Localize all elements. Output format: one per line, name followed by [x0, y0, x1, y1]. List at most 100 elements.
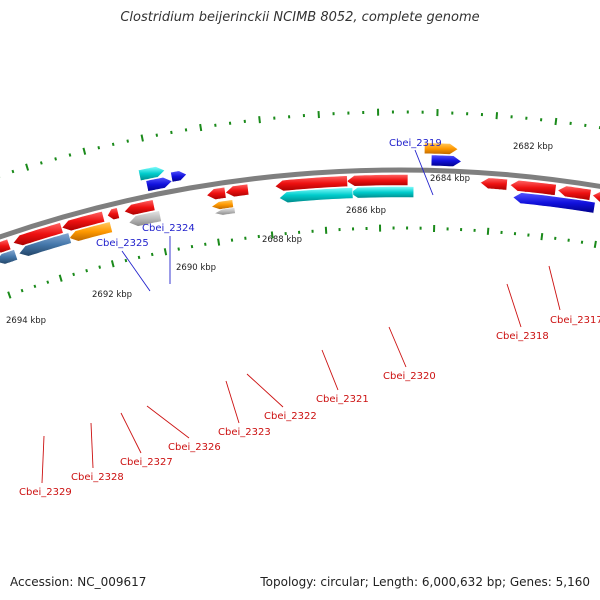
gene-label-leader	[246, 373, 284, 408]
inner-scale-tick	[7, 291, 12, 299]
outer-scale-tick	[126, 139, 130, 143]
gene-label-leader	[121, 250, 151, 292]
gene-label: Cbei_2321	[316, 394, 369, 405]
gene-cbei-2329b	[0, 238, 12, 254]
gene-label-leader	[120, 412, 142, 454]
gene-label: Cbei_2322	[264, 411, 317, 422]
scale-label: 2682 kbp	[513, 142, 553, 152]
map-title: Clostridium beijerinckii NCIMB 8052, com…	[120, 10, 480, 25]
inner-scale-tick	[540, 233, 544, 241]
inner-scale-tick	[98, 265, 102, 269]
gene-cbei-2319b	[430, 154, 463, 167]
gene-cbei-2329	[12, 222, 64, 246]
gene-cbei-2317b	[591, 191, 600, 203]
outer-scale-tick	[199, 123, 203, 132]
outer-scale-tick	[97, 146, 101, 150]
outer-scale-tick	[111, 142, 115, 147]
scale-label: 2686 kbp	[346, 206, 386, 216]
gene-cbei-2323	[206, 186, 227, 200]
inner-scale-tick	[33, 284, 37, 289]
scale-label: 2690 kbp	[176, 263, 216, 273]
gene-cbei-2329-row2	[18, 232, 72, 257]
inner-scale-tick	[72, 272, 76, 277]
gene-label: Cbei_2317	[550, 315, 600, 326]
gene-cbei-2318b	[509, 179, 557, 196]
outer-scale-tick	[170, 130, 173, 135]
outer-scale-tick	[54, 157, 57, 161]
accession-text: Accession: NC_009617	[10, 575, 147, 589]
gene-label-leader	[388, 326, 407, 368]
scale-label: 2692 kbp	[92, 290, 132, 300]
gene-label-leader	[41, 435, 45, 484]
inner-scale-tick	[110, 260, 115, 268]
inner-scale-tick	[177, 247, 180, 251]
outer-scale-tick	[258, 116, 261, 124]
gene-cbei-2325	[137, 166, 166, 182]
gene-cbei-2319	[423, 142, 459, 155]
gene-cbei-2328	[61, 210, 106, 232]
outer-scale-tick	[140, 134, 144, 142]
outer-scale-tick	[155, 133, 159, 137]
gene-cbei-2320	[345, 174, 409, 187]
gene-label: Cbei_2324	[142, 223, 195, 234]
inner-scale-tick	[593, 240, 597, 249]
gene-label: Cbei_2319	[389, 138, 442, 149]
outer-scale-tick	[82, 147, 87, 155]
inner-scale-tick	[137, 255, 141, 260]
outer-scale-tick	[39, 161, 43, 165]
gene-cbei-2320-row2	[349, 186, 415, 199]
gene-label: Cbei_2318	[496, 331, 549, 342]
gene-cbei-2318	[479, 177, 508, 191]
outer-scale-tick	[11, 169, 15, 174]
gene-label: Cbei_2320	[383, 371, 436, 382]
gene-label: Cbei_2327	[120, 457, 173, 468]
inner-scale-tick	[486, 227, 490, 235]
gene-cbei-2326	[123, 199, 156, 216]
gene-cbei-2317-row2	[512, 192, 596, 214]
inner-scale-tick	[163, 248, 168, 256]
gene-label: Cbei_2329	[19, 487, 72, 498]
outer-scale-tick	[25, 163, 30, 171]
gene-label-leader	[414, 149, 434, 196]
outer-scale-tick	[554, 117, 558, 126]
inner-scale-tick	[124, 258, 128, 263]
inner-scale-tick	[85, 268, 89, 273]
gene-label-leader	[321, 349, 339, 391]
gene-cbei-2323-row3	[213, 207, 236, 216]
gene-cbei-2327	[107, 207, 120, 221]
gene-cbei-2328-row2	[68, 221, 113, 242]
gene-cbei-2329-row2b	[0, 248, 19, 265]
inner-scale-tick	[190, 244, 194, 249]
gene-label: Cbei_2325	[96, 238, 149, 249]
genome-summary-text: Topology: circular; Length: 6,000,632 bp…	[260, 575, 590, 589]
gene-label-leader	[146, 405, 190, 439]
gene-label-leader	[225, 380, 240, 424]
scale-label: 2684 kbp	[430, 174, 470, 184]
gene-cbei-2325b	[145, 176, 173, 192]
gene-label-leader	[548, 265, 561, 311]
gene-label: Cbei_2328	[71, 472, 124, 483]
scale-label: 2688 kbp	[262, 235, 302, 245]
gene-cbei-2321-row2	[278, 187, 354, 204]
inner-scale-tick	[58, 274, 63, 282]
inner-scale-tick	[217, 238, 221, 246]
gene-label-leader	[90, 422, 94, 469]
outer-scale-tick	[495, 112, 499, 120]
inner-scale-tick	[270, 231, 274, 239]
outer-scale-tick	[68, 153, 72, 157]
gene-cbei-2321	[274, 175, 349, 192]
inner-scale-tick	[46, 280, 50, 284]
gene-cbei-2324	[170, 170, 188, 183]
gene-cbei-2326-row2	[128, 210, 162, 227]
inner-scale-tick	[150, 252, 154, 257]
gene-label: Cbei_2323	[218, 427, 271, 438]
inner-scale-tick	[20, 288, 24, 293]
gene-label: Cbei_2326	[168, 442, 221, 453]
gene-cbei-2322	[224, 183, 250, 198]
gene-label-leader	[506, 283, 522, 328]
scale-label: 2694 kbp	[6, 316, 46, 326]
genome-backbone	[0, 167, 600, 240]
gene-cbei-2317	[557, 185, 592, 201]
